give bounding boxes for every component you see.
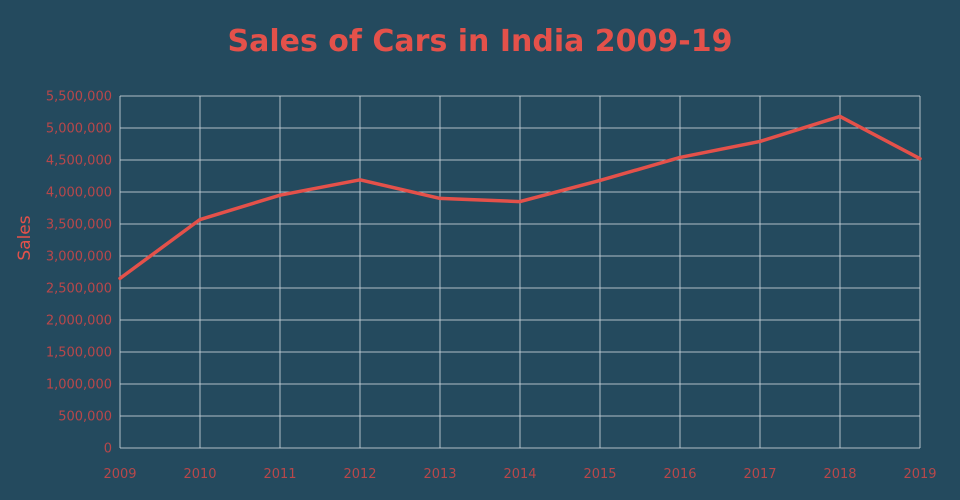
x-tick-label: 2016 (663, 467, 696, 482)
y-tick-label: 2,500,000 (46, 282, 112, 297)
y-tick-label: 5,500,000 (46, 90, 112, 105)
y-axis: 0 500,000 1,000,000 1,500,000 2,000,000 2,500… (46, 90, 112, 457)
x-tick-label: 2019 (903, 467, 936, 482)
y-tick-label: 0 (104, 442, 112, 457)
x-tick-label: 2013 (423, 467, 456, 482)
x-tick-label: 2015 (583, 467, 616, 482)
chart-title: Sales of Cars in India 2009-19 (227, 24, 733, 59)
y-tick-label: 5,000,000 (46, 122, 112, 137)
y-tick-label: 4,500,000 (46, 154, 112, 169)
y-tick-label: 4,000,000 (46, 186, 112, 201)
series-layer (118, 114, 922, 281)
x-tick-label: 2018 (823, 467, 856, 482)
x-tick-label: 2010 (183, 467, 216, 482)
x-tick-label: 2009 (103, 467, 136, 482)
y-tick-label: 1,000,000 (46, 378, 112, 393)
x-axis: 2009 2010 2011 2012 2013 2014 2015 2016 2017 2018… (103, 467, 936, 482)
grid-layer (119, 95, 921, 449)
y-tick-label: 1,500,000 (46, 346, 112, 361)
y-tick-label: 2,000,000 (46, 314, 112, 329)
y-tick-label: 3,500,000 (46, 218, 112, 233)
y-tick-label: 3,000,000 (46, 250, 112, 265)
x-tick-label: 2012 (343, 467, 376, 482)
y-tick-label: 500,000 (58, 410, 112, 425)
y-axis-title: Sales (15, 215, 35, 260)
x-tick-label: 2014 (503, 467, 536, 482)
x-tick-label: 2011 (263, 467, 296, 482)
x-tick-label: 2017 (743, 467, 776, 482)
